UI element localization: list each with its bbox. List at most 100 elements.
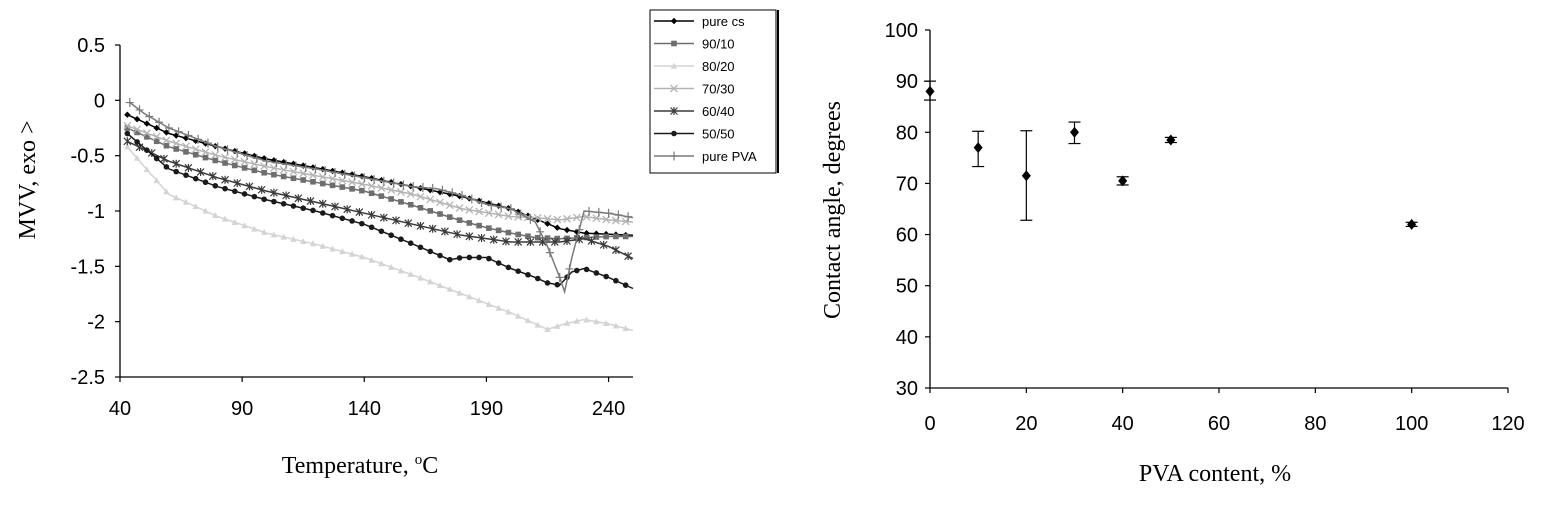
dsc-point — [622, 233, 629, 240]
dsc-point — [123, 121, 132, 130]
dsc-point — [348, 250, 356, 257]
dsc-point — [282, 191, 291, 200]
dsc-point — [418, 183, 427, 193]
dsc-point — [416, 192, 425, 201]
dsc-point — [554, 281, 561, 288]
dsc-point — [417, 274, 424, 281]
dsc-point — [379, 176, 388, 186]
contact-angle-x-axis-title: PVA content, % — [1139, 461, 1291, 487]
dsc-point — [182, 134, 190, 142]
dsc-point — [453, 230, 462, 239]
dsc-x-tick-label: 90 — [231, 398, 253, 420]
dsc-point — [378, 193, 385, 199]
dsc-point — [587, 236, 596, 245]
dsc-point — [477, 234, 486, 243]
dsc-point — [212, 212, 219, 219]
dsc-point — [144, 134, 150, 140]
dsc-x-tick-label: 190 — [470, 398, 503, 420]
dsc-point — [183, 172, 189, 178]
contact-angle-point — [1070, 126, 1079, 138]
dsc-point — [475, 297, 483, 304]
dsc-point — [612, 322, 620, 329]
dsc-point — [550, 237, 559, 246]
dsc-point — [611, 246, 620, 255]
dsc-point — [514, 312, 522, 319]
dsc-point — [404, 219, 413, 228]
dsc-point — [505, 264, 512, 271]
dsc-point — [525, 271, 531, 278]
dsc-point — [445, 201, 454, 210]
dsc-point — [208, 172, 217, 181]
dsc-series-group — [123, 98, 634, 333]
dsc-point — [339, 184, 346, 190]
dsc-point — [319, 242, 326, 249]
dsc-y-tick-label: 0 — [94, 90, 105, 112]
dsc-point — [407, 201, 414, 208]
dsc-point — [232, 188, 238, 195]
dsc-point — [300, 177, 307, 183]
dsc-point — [339, 248, 346, 255]
dsc-point — [495, 304, 502, 311]
dsc-point — [153, 124, 160, 132]
dsc-legend-label: 80/20 — [702, 59, 735, 74]
dsc-point — [573, 317, 581, 324]
dsc-point — [143, 166, 151, 173]
dsc-point — [135, 105, 144, 115]
dsc-point — [455, 204, 464, 213]
dsc-point — [378, 228, 385, 235]
dsc-point — [125, 98, 134, 108]
dsc-point — [544, 235, 551, 241]
dsc-point — [436, 198, 444, 207]
dsc-y-tick-label: -1 — [87, 201, 105, 223]
dsc-point — [222, 185, 228, 192]
dsc-point — [389, 178, 398, 188]
dsc-point — [613, 277, 619, 284]
dsc-point — [367, 210, 376, 219]
dsc-point — [614, 210, 623, 220]
contact-angle-axes — [929, 30, 1508, 389]
dsc-point — [446, 285, 453, 292]
dsc-point — [427, 248, 434, 255]
dsc-y-ticks: 0.5 0 -0.5 -1 -1.5 -2 -2.5 — [71, 35, 120, 389]
dsc-point — [494, 210, 503, 219]
dsc-point — [294, 194, 303, 203]
dsc-point — [192, 175, 199, 182]
contact-angle-point — [973, 142, 983, 154]
dsc-y-tick-label: -2 — [87, 312, 105, 334]
dsc-point — [290, 235, 297, 242]
dsc-point — [438, 185, 447, 195]
contact-angle-x-tick-label: 0 — [924, 413, 935, 435]
dsc-point — [355, 208, 364, 217]
dsc-point — [398, 199, 404, 205]
dsc-point — [241, 165, 248, 171]
dsc-point — [319, 210, 326, 216]
dsc-point — [495, 227, 502, 234]
dsc-point — [192, 203, 199, 210]
dsc-point — [446, 256, 453, 263]
dsc-point — [269, 188, 278, 197]
dsc-point — [466, 254, 473, 261]
dsc-point — [212, 182, 219, 189]
dsc-point — [340, 169, 349, 179]
contact-angle-y-tick-label: 70 — [896, 173, 918, 195]
dsc-point — [553, 215, 562, 224]
dsc-point — [134, 139, 140, 145]
dsc-point — [368, 224, 375, 231]
dsc-legend-marker — [670, 107, 678, 115]
contact-angle-point — [1021, 170, 1031, 182]
dsc-point — [196, 167, 205, 176]
dsc-point — [387, 263, 395, 270]
dsc-point — [290, 175, 297, 182]
dsc-point — [212, 157, 219, 164]
dsc-legend-label: 70/30 — [702, 82, 735, 97]
dsc-point — [599, 240, 608, 249]
dsc-point — [230, 155, 239, 164]
dsc-point — [486, 255, 492, 262]
dsc-point — [213, 142, 222, 152]
dsc-point — [603, 233, 609, 240]
dsc-point — [466, 293, 473, 300]
dsc-point — [514, 237, 523, 246]
dsc-legend: pure cs 90/10 80/20 70/30 60/40 50/50 pure PVA — [649, 9, 779, 174]
dsc-legend-entry-pure-cs: pure cs — [654, 14, 745, 29]
dsc-point — [476, 254, 482, 261]
